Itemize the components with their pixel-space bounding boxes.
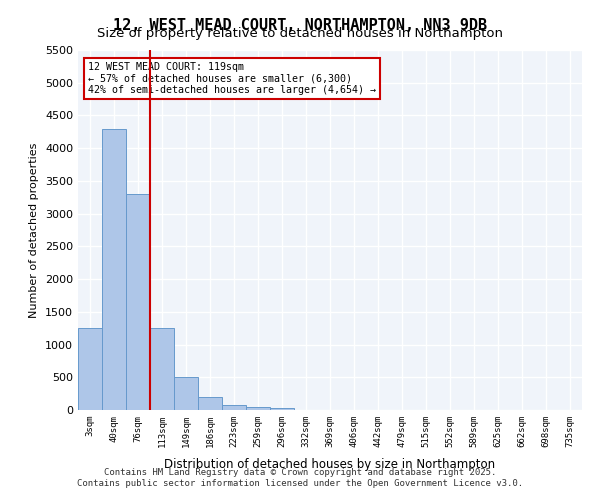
Bar	[270, 408, 294, 410]
Bar	[78, 328, 102, 410]
Bar	[222, 405, 246, 410]
Y-axis label: Number of detached properties: Number of detached properties	[29, 142, 40, 318]
Bar	[174, 378, 198, 410]
X-axis label: Distribution of detached houses by size in Northampton: Distribution of detached houses by size …	[164, 458, 496, 471]
Bar	[102, 128, 126, 410]
Text: 12 WEST MEAD COURT: 119sqm
← 57% of detached houses are smaller (6,300)
42% of s: 12 WEST MEAD COURT: 119sqm ← 57% of deta…	[88, 62, 376, 95]
Bar	[126, 194, 150, 410]
Bar	[246, 406, 270, 410]
Bar	[150, 328, 174, 410]
Text: Size of property relative to detached houses in Northampton: Size of property relative to detached ho…	[97, 28, 503, 40]
Text: Contains HM Land Registry data © Crown copyright and database right 2025.
Contai: Contains HM Land Registry data © Crown c…	[77, 468, 523, 487]
Text: 12, WEST MEAD COURT, NORTHAMPTON, NN3 9DB: 12, WEST MEAD COURT, NORTHAMPTON, NN3 9D…	[113, 18, 487, 32]
Bar	[198, 397, 222, 410]
